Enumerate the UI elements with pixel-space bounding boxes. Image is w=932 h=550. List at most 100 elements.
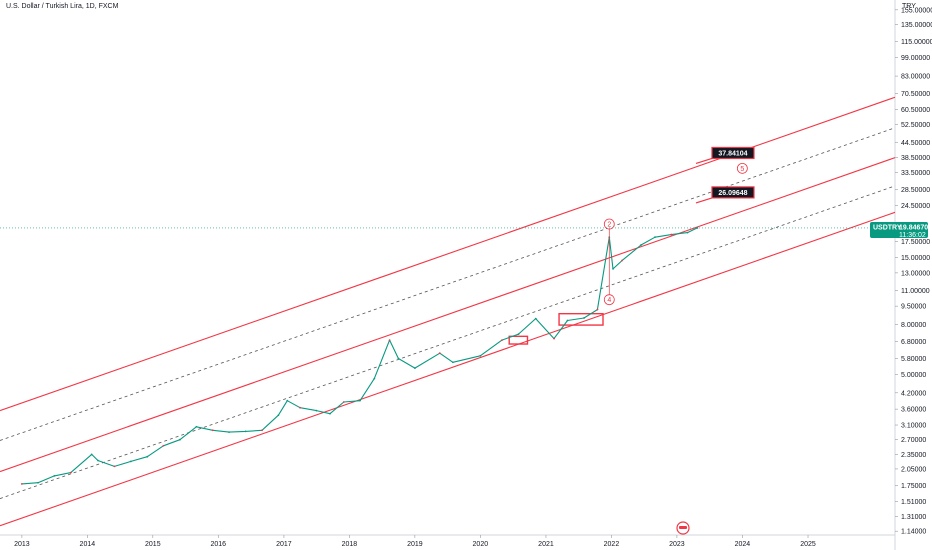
y-tick-label-15: 13.00000 [901,270,930,277]
series-point-0-4 [90,453,93,456]
y-tick-label-12: 24.50000 [901,203,930,210]
y-tick-label-28: 1.75000 [901,483,926,490]
series-point-0-28 [451,361,454,364]
y-tick-label-4: 83.00000 [901,74,930,81]
channel-line-4 [0,211,896,527]
series-point-0-3 [69,471,72,474]
y-tick-label-22: 4.20000 [901,390,926,397]
wave-marker-2-label: 5 [740,166,744,173]
series-point-0-13 [228,431,230,434]
y-tick-label-20: 5.80000 [901,356,926,363]
series-point-0-20 [329,412,331,415]
annotation-0-pointer [695,157,713,165]
series-point-0-33 [553,337,555,340]
tradingview-logo[interactable] [676,521,690,535]
y-tick-label-14: 15.00000 [901,255,930,262]
wave-marker-1-label: 4 [607,297,611,304]
annotation-0-box [711,146,755,160]
series-point-0-44 [696,227,699,229]
x-axis-ticks: 2013 2014 2015 2016 2017 2018 2019 2020 2021 2022… [14,535,816,548]
current-price-tag: USDTRY 19.84670 11:36:02 [0,221,928,239]
channel-line-0 [0,96,896,412]
y-tick-label-1: 135.00000 [901,22,932,29]
series-point-0-7 [130,460,132,463]
y-tick-label-10: 33.50000 [901,170,930,177]
series-line-0 [21,227,698,485]
wave-marker-2-circle [736,162,748,174]
series-point-0-5 [97,459,99,462]
series-point-0-38 [612,267,614,270]
series-point-0-11 [195,425,198,428]
series-point-0-27 [438,352,441,355]
series-point-0-2 [53,474,56,477]
x-tick-label-3: 2016 [210,541,226,548]
series-point-0-26 [413,367,416,370]
y-tick-label-16: 11.00000 [901,288,930,295]
y-tick-label-2: 115.00000 [901,39,932,46]
y-tick-label-8: 44.50000 [901,140,930,147]
y-tick-label-31: 1.14000 [901,529,926,536]
y-tick-label-26: 2.35000 [901,452,926,459]
series-point-0-23 [373,377,376,380]
series-point-0-6 [113,465,116,468]
y-tick-label-21: 5.00000 [901,372,926,379]
y-tick-label-17: 9.50000 [901,304,926,311]
series-point-0-34 [566,319,569,322]
y-tick-label-11: 28.50000 [901,187,930,194]
series-point-0-21 [342,401,345,403]
x-tick-label-8: 2021 [538,541,554,548]
x-tick-label-0: 2013 [14,541,30,548]
series-point-0-15 [261,429,263,432]
x-tick-label-9: 2022 [604,541,620,548]
price-series [20,227,699,485]
wave-marker-0-label: 2 [607,222,611,229]
y-tick-label-5: 70.50000 [901,91,930,98]
wave-marker-0-circle [603,218,615,230]
series-point-0-29 [479,354,482,357]
y-tick-label-7: 52.50000 [901,122,930,129]
series-point-0-9 [162,444,165,447]
series-point-0-1 [37,481,39,484]
series-point-0-18 [299,406,301,409]
wave-marker-1-circle [603,294,615,306]
series-point-0-42 [670,233,673,236]
x-tick-label-4: 2017 [276,541,292,548]
price-annotations: 37.84104 26.09648 [695,146,755,204]
annotation-0-label: 37.84104 [718,150,747,157]
series-point-0-22 [359,399,361,402]
annotation-1-pointer [695,197,713,204]
current-price-value: 19.84670 [899,224,928,231]
y-tick-label-27: 2.05000 [901,466,926,473]
y-tick-label-19: 6.80000 [901,339,926,346]
current-price-box [870,221,928,238]
y-axis-ticks: 155.00000 135.00000 115.00000 99.00000 83.00… [895,7,932,536]
x-tick-label-2: 2015 [145,541,161,548]
current-price-symbol: USDTRY [873,224,902,231]
wave-markers: 2 4 5 [603,162,748,306]
y-tick-label-0: 155.00000 [901,7,932,14]
series-point-0-0 [20,483,23,485]
channel-line-1 [0,127,896,441]
series-point-0-14 [244,430,247,433]
series-point-0-31 [517,333,520,336]
y-tick-label-24: 3.10000 [901,423,926,430]
series-point-0-25 [397,357,400,360]
y-tick-label-18: 8.00000 [901,322,926,329]
x-tick-label-1: 2014 [80,541,96,548]
series-point-0-32 [534,317,537,320]
current-price-countdown: 11:36:02 [899,232,926,239]
highlight-box-2021 [558,312,604,326]
series-point-0-19 [315,409,318,412]
chart-title: U.S. Dollar / Turkish Lira, 1D, FXCM [6,3,119,10]
y-tick-label-30: 1.31000 [901,514,926,521]
highlight-boxes [508,312,604,345]
series-point-0-30 [501,339,503,342]
series-point-0-24 [388,339,391,342]
x-tick-label-11: 2024 [735,541,751,548]
x-tick-label-12: 2025 [800,541,816,548]
series-point-0-8 [146,455,149,458]
series-point-0-17 [286,399,289,402]
annotation-1-label: 26.09648 [718,190,747,197]
y-tick-label-23: 3.60000 [901,407,926,414]
